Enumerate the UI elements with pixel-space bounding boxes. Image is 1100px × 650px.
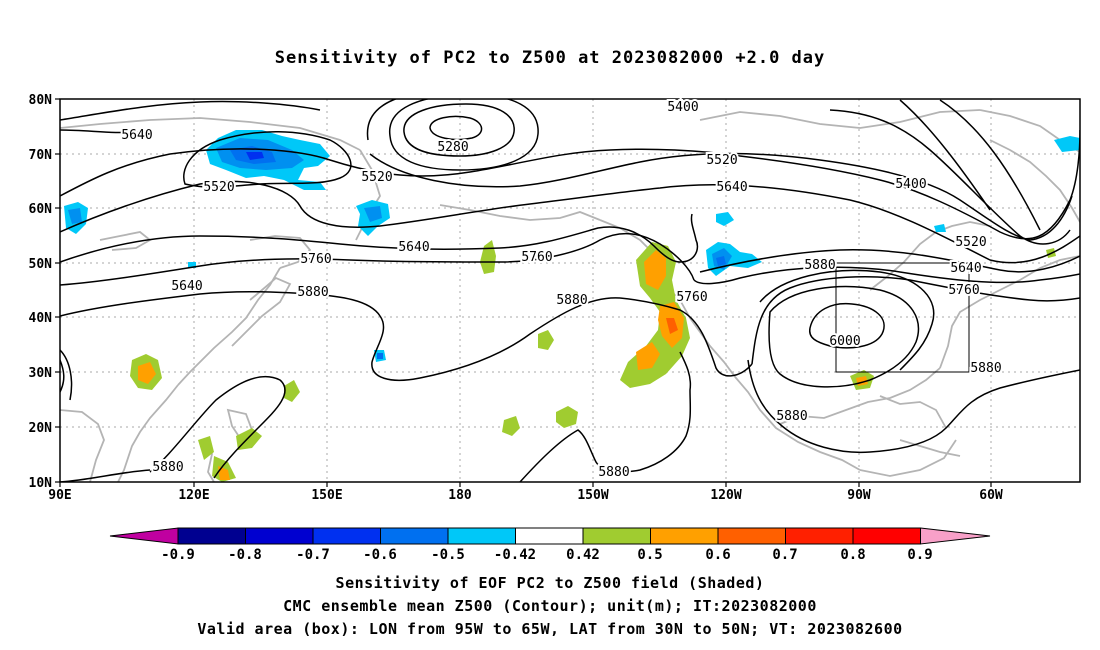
lon-label-150e: 150E xyxy=(311,488,342,503)
colorbar-bin xyxy=(785,527,854,545)
lat-label-40n: 40N xyxy=(29,311,53,326)
lat-label-50n: 50N xyxy=(29,257,53,272)
contour-label: 5640 xyxy=(716,180,747,195)
lat-label-30n: 30N xyxy=(29,366,53,381)
caption-contour: CMC ensemble mean Z500 (Contour); unit(m… xyxy=(283,597,817,615)
contour-label: 5880 xyxy=(556,293,587,308)
map-title: Sensitivity of PC2 to Z500 at 2023082000… xyxy=(274,48,826,68)
contour-label: 5520 xyxy=(706,153,737,168)
contour-label: 5760 xyxy=(948,283,979,298)
contour-label: 5880 xyxy=(804,258,835,273)
contour-label: 5760 xyxy=(521,250,552,265)
contour-label: 5640 xyxy=(950,261,981,276)
lon-label-180: 180 xyxy=(448,488,472,503)
lon-label-120w: 120W xyxy=(710,488,741,503)
contour-label: 5880 xyxy=(297,285,328,300)
contour-label: 5400 xyxy=(667,100,698,115)
colorbar-label: 0.8 xyxy=(840,547,865,563)
contour-label: 5760 xyxy=(676,290,707,305)
z500-contours xyxy=(60,99,1080,482)
lat-label-60n: 60N xyxy=(29,202,53,217)
lat-label-10n: 10N xyxy=(29,476,53,491)
colorbar-bin xyxy=(515,527,584,545)
colorbar-bin xyxy=(852,527,921,545)
caption-shading: Sensitivity of EOF PC2 to Z500 field (Sh… xyxy=(335,574,765,592)
color-bar xyxy=(109,527,991,545)
lon-label-90e: 90E xyxy=(48,488,71,503)
colorbar-bin xyxy=(717,527,786,545)
colorbar-label: 0.6 xyxy=(705,547,730,563)
contour-label: 5400 xyxy=(895,177,926,192)
lon-label-120e: 120E xyxy=(178,488,209,503)
colorbar-label: -0.42 xyxy=(494,547,536,563)
colorbar-bin xyxy=(447,527,516,545)
colorbar-bin xyxy=(177,527,246,545)
contour-label: 5520 xyxy=(361,170,392,185)
colorbar-label: 0.5 xyxy=(637,547,662,563)
contour-label: 6000 xyxy=(829,334,860,349)
valid-area-box xyxy=(835,262,970,373)
lat-label-70n: 70N xyxy=(29,148,53,163)
contour-label: 5880 xyxy=(598,465,629,480)
colorbar-bin xyxy=(245,527,314,545)
colorbar-label: -0.5 xyxy=(431,547,465,563)
lon-label-60w: 60W xyxy=(979,488,1003,503)
colorbar-label: 0.9 xyxy=(907,547,932,563)
colorbar-bin xyxy=(380,527,449,545)
contour-label: 5640 xyxy=(171,279,202,294)
lat-label-80n: 80N xyxy=(29,93,53,108)
contour-label: 5880 xyxy=(152,460,183,475)
colorbar-bin xyxy=(582,527,651,545)
lon-label-90w: 90W xyxy=(847,488,871,503)
contour-label: 5280 xyxy=(437,140,468,155)
colorbar-below-triangle xyxy=(109,527,179,545)
colorbar-label: 0.7 xyxy=(772,547,797,563)
contour-label: 5880 xyxy=(970,361,1001,376)
contour-label: 5760 xyxy=(300,252,331,267)
map-frame xyxy=(59,98,1081,483)
tick-marks xyxy=(55,98,992,487)
contour-label: 5880 xyxy=(776,409,807,424)
colorbar-label: -0.8 xyxy=(228,547,262,563)
colorbar-above-triangle xyxy=(920,527,991,545)
colorbar-label: -0.7 xyxy=(296,547,330,563)
contour-label: 5640 xyxy=(398,240,429,255)
contour-label: 5640 xyxy=(121,128,152,143)
colorbar-label: 0.42 xyxy=(566,547,600,563)
lon-label-150w: 150W xyxy=(577,488,608,503)
contour-label: 5520 xyxy=(203,180,234,195)
colorbar-label: -0.9 xyxy=(161,547,195,563)
colorbar-bin xyxy=(650,527,719,545)
contour-label: 5520 xyxy=(955,235,986,250)
caption-valid-area: Valid area (box): LON from 95W to 65W, L… xyxy=(197,620,903,638)
colorbar-label: -0.6 xyxy=(363,547,397,563)
colorbar-bin xyxy=(312,527,381,545)
negative-sensitivity-shading xyxy=(64,130,1080,362)
lat-label-20n: 20N xyxy=(29,421,53,436)
